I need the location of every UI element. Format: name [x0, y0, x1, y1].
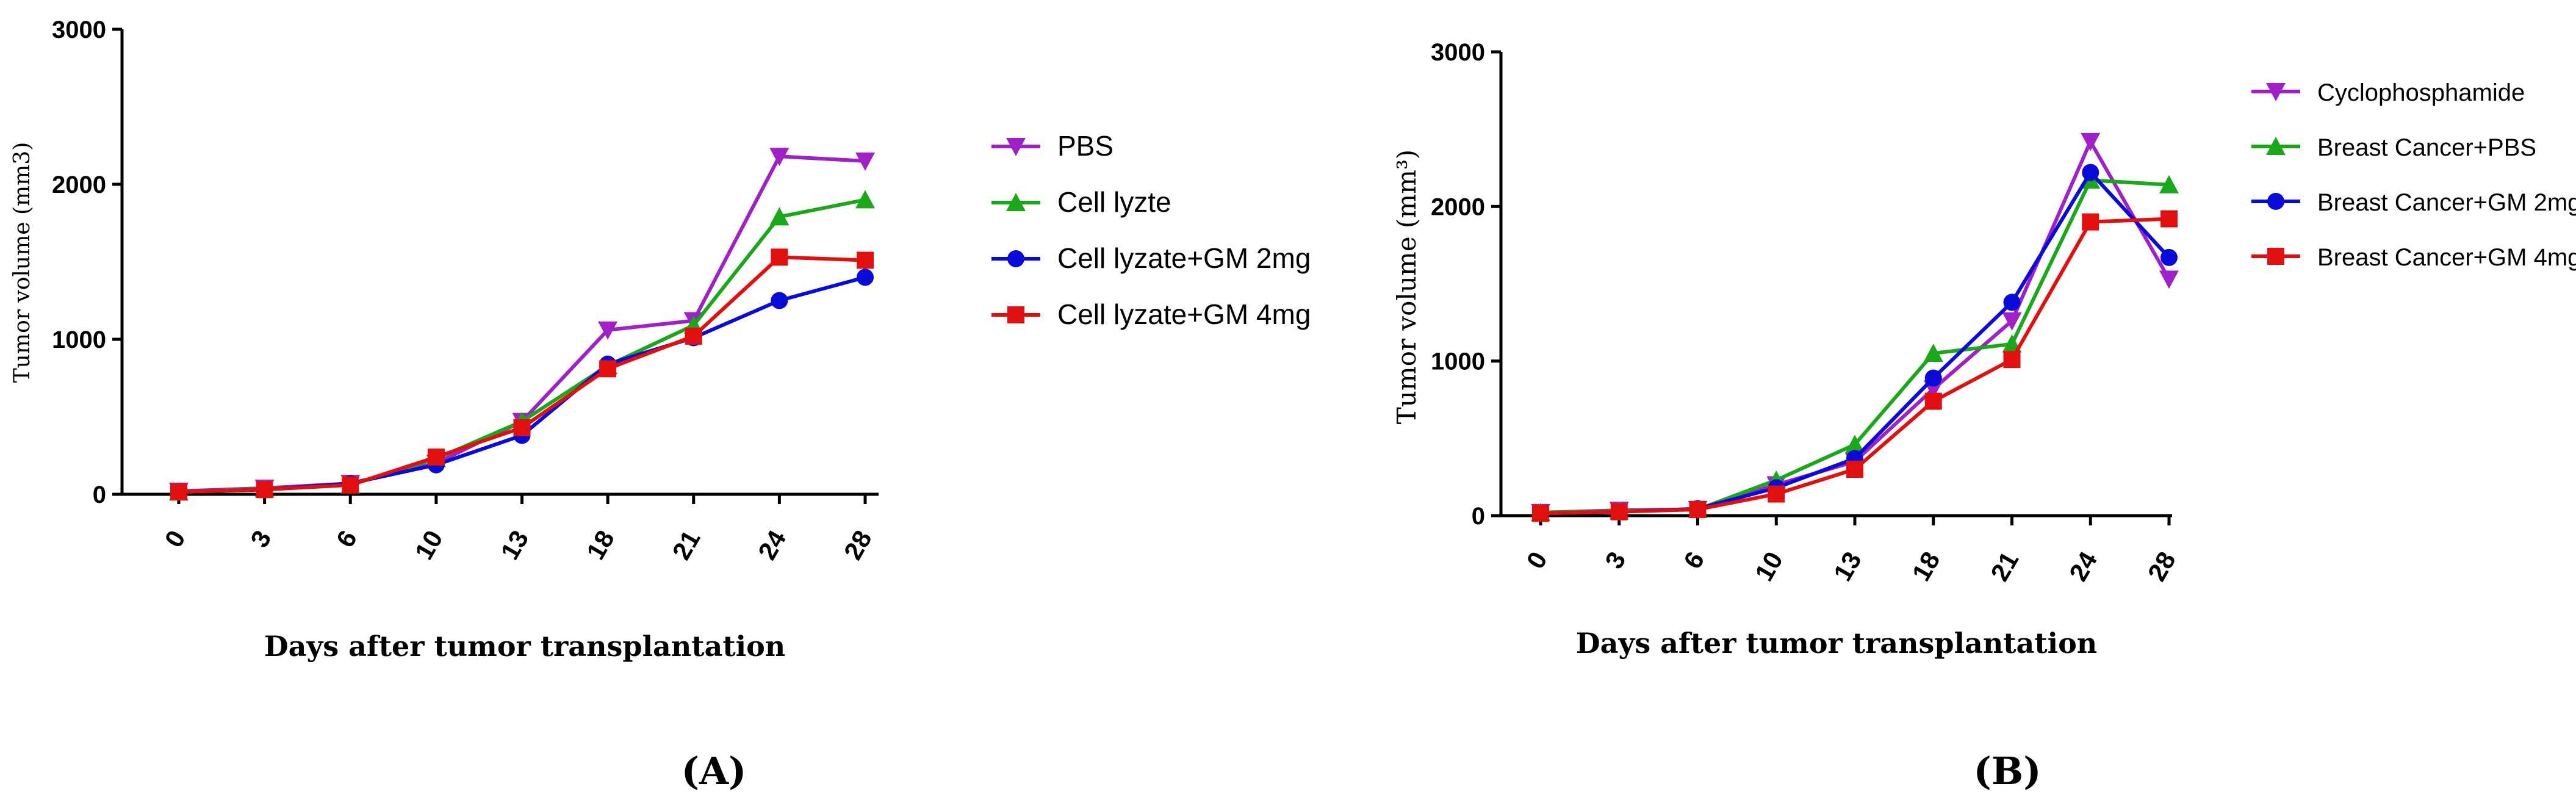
data-point [769, 148, 790, 167]
data-point [771, 248, 788, 266]
legend-label: Cell lyzate+GM 2mg [1057, 242, 1311, 274]
series-line [178, 255, 866, 494]
data-point [857, 269, 874, 286]
y-tick-label: 1000 [52, 326, 106, 353]
data-point [857, 251, 874, 269]
x-tick-label: 18 [581, 525, 620, 564]
x-tick-label: 18 [1906, 547, 1945, 586]
data-point [1923, 344, 1943, 362]
legend: PBS Cell lyzte Cell lyzate+GM 2mg Cell lyza… [991, 130, 1311, 330]
legend-swatch-marker [1007, 306, 1024, 323]
series-1 [169, 190, 875, 501]
data-point [599, 360, 617, 378]
data-point [1610, 503, 1628, 521]
x-tick-label: 21 [1985, 547, 2024, 586]
data-point [256, 481, 273, 499]
panel-label: (A) [682, 749, 747, 793]
chart-panel-b: 0 1000 2000 3000 0 3 6 10 13 18 21 24 28 Tumor volume… [1392, 39, 2576, 793]
data-point [1924, 392, 1942, 410]
x-tick-label: 13 [495, 525, 534, 564]
x-tick-label: 28 [838, 525, 877, 564]
legend-label: Cell lyzate+GM 4mg [1057, 298, 1311, 330]
x-tick-label: 13 [1828, 547, 1867, 586]
data-point [2159, 270, 2179, 289]
y-tick-label: 0 [1472, 503, 1485, 530]
data-point [1532, 505, 1549, 522]
legend-swatch-marker [1006, 138, 1026, 156]
data-point [1689, 500, 1707, 518]
x-tick-label: 24 [752, 525, 791, 564]
x-tick-label: 0 [1520, 547, 1552, 574]
data-point [855, 190, 875, 209]
y-axis-label: Tumor volume (mm³) [1392, 150, 1422, 424]
data-point [427, 449, 445, 466]
data-point [855, 152, 875, 171]
y-tick-label: 2000 [52, 171, 106, 198]
legend-swatch-marker [2267, 193, 2284, 210]
x-tick-label: 24 [2063, 546, 2103, 586]
data-point [170, 483, 187, 501]
legend-label: Breast Cancer+GM 4mg [2317, 244, 2576, 271]
y-tick-label: 2000 [1431, 193, 1485, 220]
data-point [598, 321, 618, 340]
x-tick-label: 3 [245, 525, 276, 552]
data-point [685, 327, 702, 345]
y-tick-label: 3000 [52, 16, 106, 43]
y-tick-label: 0 [93, 481, 106, 508]
data-point [2082, 164, 2099, 181]
x-tick-label: 3 [1599, 547, 1631, 574]
data-point [2082, 213, 2099, 231]
x-tick-label: 10 [1749, 547, 1788, 586]
series-0 [169, 148, 875, 501]
legend-label: Cyclophosphamide [2317, 79, 2525, 106]
legend-swatch-marker [2266, 137, 2286, 155]
data-point [2081, 132, 2101, 151]
series-3 [1532, 210, 2178, 522]
data-point [2160, 248, 2178, 266]
data-point [1845, 434, 1865, 453]
x-tick-label: 6 [331, 525, 362, 552]
data-point [2160, 210, 2178, 228]
data-point [1768, 485, 1785, 503]
legend-label: PBS [1057, 130, 1114, 162]
legend-swatch-marker [2267, 248, 2284, 265]
y-tick-label: 1000 [1431, 348, 1485, 375]
data-point [771, 292, 788, 309]
series-3 [170, 248, 874, 501]
data-point [1924, 369, 1942, 387]
data-point [342, 476, 359, 494]
legend-swatch-marker [2266, 83, 2286, 101]
legend-label: Cell lyzte [1057, 186, 1171, 218]
data-point [1846, 461, 1863, 478]
y-axis-label: Tumor volume (mm3) [10, 142, 35, 383]
x-tick-label: 6 [1678, 547, 1710, 574]
data-point [2159, 175, 2179, 193]
data-point [769, 207, 790, 226]
x-tick-label: 28 [2142, 547, 2181, 586]
data-point [2002, 312, 2022, 331]
legend-label: Breast Cancer+GM 2mg [2317, 189, 2576, 216]
series-line [178, 198, 866, 494]
chart-panel-a: 0 1000 2000 3000 0 3 6 10 13 18 21 24 28 Tumor volume… [10, 16, 1311, 793]
x-axis-label: Days after tumor transplantation [264, 630, 785, 663]
data-point [2003, 351, 2021, 369]
legend-swatch-marker [1006, 193, 1026, 211]
legend-swatch-marker [1007, 250, 1024, 267]
x-axis-label: Days after tumor transplantation [1576, 627, 2097, 660]
legend: Cyclophosphamide Breast Cancer+PBS Breast … [2251, 79, 2576, 271]
legend-label: Breast Cancer+PBS [2317, 134, 2536, 161]
series-2 [170, 269, 874, 501]
x-tick-label: 21 [666, 525, 705, 564]
data-point [513, 419, 531, 436]
panel-label: (B) [1973, 749, 2041, 793]
y-tick-label: 3000 [1431, 39, 1485, 66]
series-line [178, 275, 866, 494]
data-point [2003, 294, 2021, 311]
x-tick-label: 0 [159, 525, 190, 552]
x-tick-label: 10 [409, 525, 448, 564]
